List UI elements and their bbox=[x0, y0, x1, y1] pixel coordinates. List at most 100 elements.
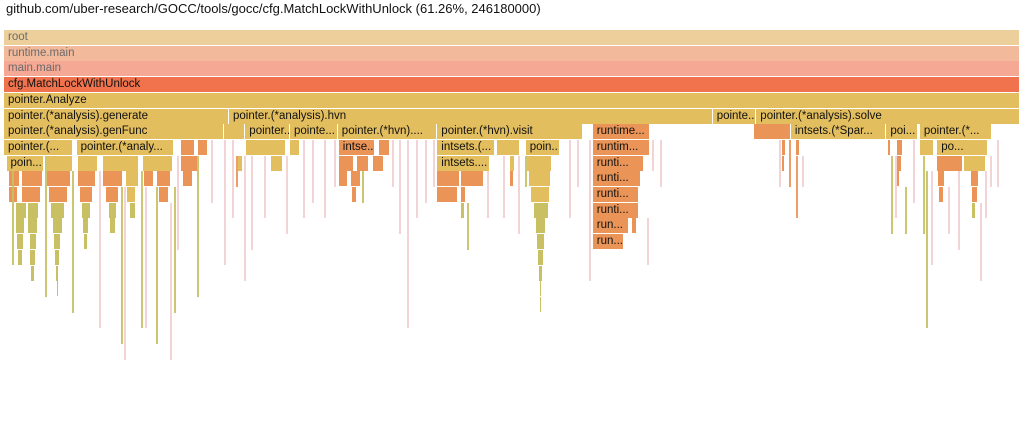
flame-frame[interactable] bbox=[963, 155, 986, 171]
flame-frame[interactable] bbox=[437, 187, 458, 202]
flame-frame[interactable] bbox=[103, 171, 124, 187]
flame-frame[interactable] bbox=[896, 155, 902, 171]
flame-frame[interactable]: pointer... bbox=[245, 124, 290, 140]
flame-frame[interactable] bbox=[781, 155, 785, 171]
flame-frame[interactable] bbox=[197, 139, 208, 155]
flame-sliver[interactable] bbox=[155, 187, 158, 344]
flame-sliver[interactable] bbox=[802, 155, 805, 187]
flame-frame[interactable] bbox=[539, 281, 542, 297]
flame-sliver[interactable] bbox=[926, 171, 928, 329]
flame-frame[interactable]: poin... bbox=[6, 155, 45, 171]
flame-sliver[interactable] bbox=[121, 187, 124, 344]
flame-sliver[interactable] bbox=[244, 155, 247, 282]
flame-sliver[interactable] bbox=[362, 171, 365, 203]
flame-frame[interactable] bbox=[110, 218, 117, 234]
flame-frame[interactable] bbox=[47, 155, 73, 171]
flame-sliver[interactable] bbox=[588, 139, 591, 282]
flame-sliver[interactable] bbox=[170, 202, 173, 360]
flame-frame[interactable] bbox=[538, 265, 543, 281]
flame-frame[interactable] bbox=[29, 249, 36, 265]
flame-frame[interactable] bbox=[77, 155, 98, 171]
flame-sliver[interactable] bbox=[224, 139, 226, 266]
flame-frame[interactable]: root bbox=[4, 30, 1020, 45]
flame-frame[interactable] bbox=[971, 202, 976, 218]
flame-frame[interactable]: main.main bbox=[4, 61, 1020, 77]
flame-frame[interactable] bbox=[357, 155, 370, 171]
flame-frame[interactable] bbox=[81, 202, 91, 218]
flame-frame[interactable]: run... bbox=[592, 234, 625, 250]
flame-frame[interactable]: po... bbox=[937, 139, 988, 155]
flame-sliver[interactable] bbox=[71, 171, 74, 313]
flame-frame[interactable] bbox=[796, 139, 801, 155]
flame-frame[interactable] bbox=[509, 155, 515, 171]
flame-sliver[interactable] bbox=[45, 155, 48, 297]
flame-sliver[interactable] bbox=[659, 139, 662, 187]
flame-frame[interactable] bbox=[754, 124, 791, 140]
flame-sliver[interactable] bbox=[425, 139, 428, 203]
flame-frame[interactable] bbox=[21, 171, 44, 187]
flame-frame[interactable] bbox=[127, 187, 137, 202]
flame-frame[interactable] bbox=[888, 139, 892, 155]
flame-frame[interactable] bbox=[632, 218, 638, 234]
flame-frame[interactable] bbox=[781, 139, 786, 155]
flame-frame[interactable] bbox=[535, 218, 547, 234]
flame-frame[interactable] bbox=[351, 171, 362, 187]
flame-frame[interactable]: pointer.(... bbox=[4, 139, 73, 155]
flame-sliver[interactable] bbox=[990, 155, 992, 187]
flame-frame[interactable]: poin... bbox=[525, 139, 561, 155]
flame-sliver[interactable] bbox=[646, 218, 649, 266]
flame-frame[interactable] bbox=[27, 218, 39, 234]
flame-frame[interactable]: runti... bbox=[592, 202, 640, 218]
flame-frame[interactable] bbox=[970, 171, 979, 187]
flame-sliver[interactable] bbox=[487, 171, 490, 219]
flame-frame[interactable] bbox=[21, 187, 42, 202]
flame-frame[interactable]: intsets.(... bbox=[437, 139, 496, 155]
flame-frame[interactable] bbox=[238, 155, 244, 171]
flame-frame[interactable] bbox=[497, 139, 520, 155]
flame-sliver[interactable] bbox=[333, 139, 336, 187]
flame-frame[interactable]: cfg.MatchLockWithUnlock bbox=[4, 77, 1020, 93]
flame-frame[interactable] bbox=[158, 187, 170, 202]
flame-sliver[interactable] bbox=[263, 155, 266, 219]
flame-frame[interactable] bbox=[526, 155, 553, 171]
flame-frame[interactable] bbox=[373, 155, 385, 171]
flame-sliver[interactable] bbox=[144, 187, 147, 329]
flame-frame[interactable] bbox=[56, 265, 60, 281]
flame-frame[interactable] bbox=[82, 218, 89, 234]
flame-sliver[interactable] bbox=[236, 155, 239, 187]
flame-sliver[interactable] bbox=[890, 155, 893, 235]
flame-sliver[interactable] bbox=[894, 155, 897, 219]
flame-frame[interactable]: run... bbox=[592, 218, 630, 234]
flame-frame[interactable] bbox=[143, 171, 154, 187]
flame-frame[interactable] bbox=[106, 187, 120, 202]
flame-frame[interactable] bbox=[15, 218, 25, 234]
flame-sliver[interactable] bbox=[140, 171, 143, 329]
flame-sliver[interactable] bbox=[398, 139, 401, 235]
flame-frame[interactable] bbox=[509, 171, 514, 187]
flame-frame[interactable]: pointer.(*hvn).visit bbox=[437, 124, 583, 140]
flame-frame[interactable] bbox=[352, 187, 358, 202]
flame-frame[interactable] bbox=[49, 187, 69, 202]
flame-frame[interactable]: runtime... bbox=[592, 124, 650, 140]
flame-sliver[interactable] bbox=[904, 187, 907, 235]
flame-sliver[interactable] bbox=[524, 155, 527, 187]
flame-frame[interactable]: intse... bbox=[338, 139, 376, 155]
flame-frame[interactable] bbox=[156, 171, 172, 187]
flame-frame[interactable]: pointer.(*... bbox=[919, 124, 992, 140]
flame-sliver[interactable] bbox=[923, 155, 925, 235]
flame-frame[interactable] bbox=[17, 249, 23, 265]
flame-frame[interactable] bbox=[8, 171, 20, 187]
flame-frame[interactable] bbox=[537, 249, 544, 265]
flame-sliver[interactable] bbox=[177, 155, 180, 250]
flame-frame[interactable]: pointer.(*analysis).generate bbox=[4, 108, 229, 124]
flame-frame[interactable]: intsets.... bbox=[437, 155, 491, 171]
flame-sliver[interactable] bbox=[651, 139, 654, 172]
flame-frame[interactable] bbox=[338, 155, 354, 171]
flame-sliver[interactable] bbox=[569, 139, 572, 219]
flame-frame[interactable] bbox=[53, 218, 64, 234]
flame-frame[interactable] bbox=[181, 139, 196, 155]
flame-frame[interactable] bbox=[938, 171, 946, 187]
flame-frame[interactable] bbox=[30, 265, 35, 281]
flame-sliver[interactable] bbox=[433, 139, 436, 187]
flame-sliver[interactable] bbox=[948, 187, 951, 235]
